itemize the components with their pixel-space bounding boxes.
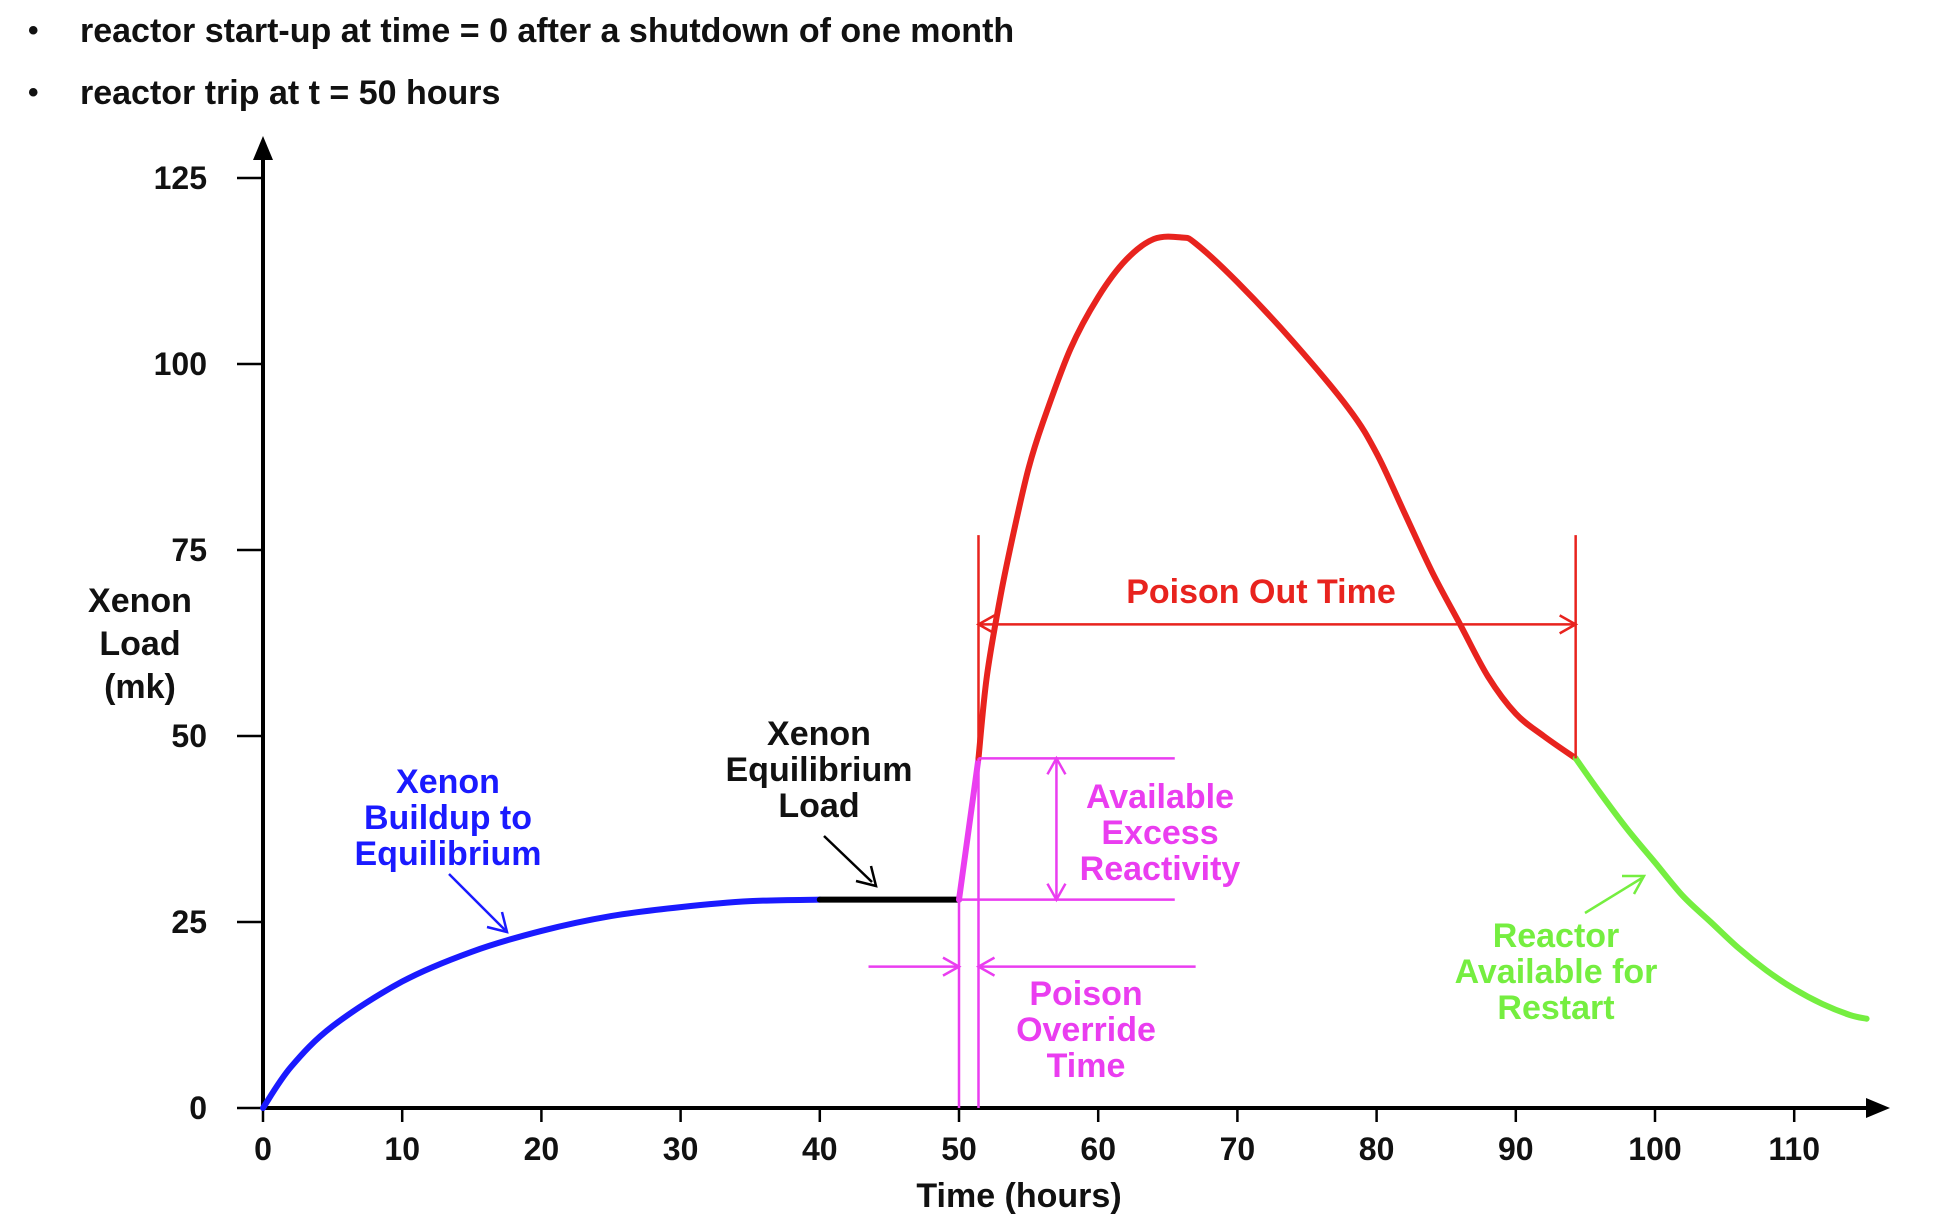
x-axis-label: Time (hours): [916, 1177, 1121, 1214]
x-tick-label: 10: [384, 1131, 420, 1167]
series-poison-out: [975, 233, 1579, 762]
series-buildup: [260, 896, 823, 1111]
annotation-override-line: Time: [1047, 1047, 1126, 1085]
x-tick-label: 40: [802, 1131, 838, 1167]
annotation-poison-out-time: Poison Out Time: [1126, 573, 1396, 611]
x-tick-label: 30: [663, 1131, 699, 1167]
annotation-restart-line: Available for: [1455, 953, 1658, 991]
x-axis-arrow-icon: [1866, 1098, 1890, 1118]
annotation-excess-line: Excess: [1101, 814, 1218, 852]
override-left-arrowhead-icon: [942, 956, 962, 977]
annotation-equilibrium-line: Load: [778, 787, 859, 825]
bullet-text: reactor trip at t = 50 hours: [80, 73, 501, 112]
annotation-buildup-arrow: [448, 873, 506, 931]
x-tick-label: 80: [1359, 1131, 1395, 1167]
y-tick-label: 75: [171, 532, 207, 568]
bullet-dot-icon: •: [28, 14, 39, 47]
annotation-equilibrium-line: Xenon: [767, 715, 871, 753]
x-tick-label: 110: [1768, 1131, 1820, 1167]
bullet-text: reactor start-up at time = 0 after a shu…: [80, 11, 1015, 50]
y-axis-arrow-icon: [253, 136, 273, 160]
x-tick-label: 20: [524, 1131, 560, 1167]
x-tick-label: 50: [941, 1131, 977, 1167]
series-restart: [1572, 755, 1870, 1022]
bullet-dot-icon: •: [28, 76, 39, 109]
y-tick-label: 50: [171, 718, 207, 754]
annotation-equilibrium-arrow: [823, 835, 873, 883]
y-tick-label: 125: [154, 160, 207, 196]
annotation-buildup-line: Equilibrium: [355, 835, 542, 873]
bullet-item: • reactor start-up at time = 0 after a s…: [28, 0, 1014, 62]
y-axis-label-line: Xenon: [88, 582, 192, 620]
excess-bottom-arrowhead-icon: [1046, 883, 1067, 903]
annotation-restart-line: Reactor: [1493, 917, 1620, 955]
y-axis-label-line: Load: [99, 625, 180, 663]
annotation-equilibrium-arrowhead-icon: [855, 865, 878, 888]
bullet-item: • reactor trip at t = 50 hours: [28, 62, 1014, 124]
annotation-restart-arrowhead-icon: [1622, 874, 1647, 895]
annotation-excess-line: Reactivity: [1080, 850, 1241, 888]
annotation-buildup-arrowhead-icon: [486, 911, 509, 934]
annotation-buildup-line: Buildup to: [364, 799, 532, 837]
excess-top-arrowhead-icon: [1046, 755, 1067, 775]
x-tick-label: 90: [1498, 1131, 1534, 1167]
annotation-override-line: Poison: [1029, 975, 1142, 1013]
poison-out-left-arrowhead-icon: [975, 614, 996, 635]
annotation-equilibrium-line: Equilibrium: [726, 751, 913, 789]
annotation-excess-line: Available: [1086, 778, 1234, 816]
y-tick-label: 100: [154, 346, 207, 382]
series-excess: [956, 755, 982, 903]
y-tick-label: 25: [171, 904, 207, 940]
annotation-restart-line: Restart: [1497, 989, 1614, 1027]
x-tick-label: 60: [1080, 1131, 1116, 1167]
x-tick-label: 100: [1628, 1131, 1681, 1167]
x-tick-label: 0: [254, 1131, 272, 1167]
annotation-buildup-line: Xenon: [396, 763, 500, 801]
annotation-override-line: Override: [1016, 1011, 1156, 1049]
annotation-restart-arrow: [1584, 876, 1643, 915]
y-tick-label: 0: [189, 1090, 207, 1126]
x-tick-label: 70: [1220, 1131, 1256, 1167]
y-axis-label-line: (mk): [104, 668, 176, 706]
poison-out-right-arrowhead-icon: [1559, 614, 1579, 635]
bullet-list: • reactor start-up at time = 0 after a s…: [28, 0, 1014, 124]
override-right-arrowhead-icon: [975, 956, 996, 977]
